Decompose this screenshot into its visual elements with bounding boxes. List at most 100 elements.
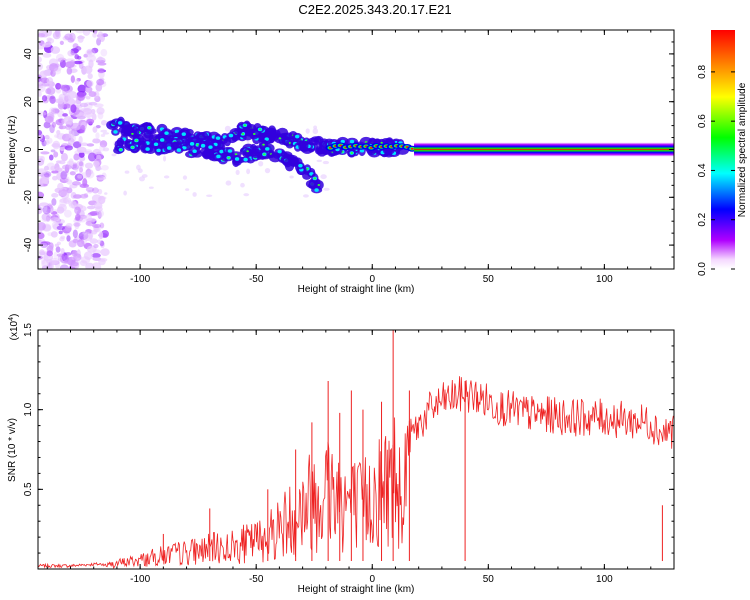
noise-blob: [97, 209, 105, 218]
noise-blob: [50, 69, 56, 77]
lower-branch-blob: [196, 143, 199, 146]
noise-blob: [56, 241, 61, 246]
noise-blob: [78, 151, 85, 158]
noise-blob: [86, 50, 93, 56]
noise-blob: [38, 91, 42, 97]
noise-blob: [41, 43, 52, 48]
noise-blob: [39, 249, 45, 256]
noise-blob: [111, 153, 117, 157]
noise-blob: [60, 248, 65, 255]
noise-blob: [61, 164, 72, 170]
snr-y-label: SNR (10 * v/v): [7, 418, 18, 482]
noise-blob: [77, 174, 83, 179]
lower-branch-blob: [145, 147, 150, 151]
noise-blob: [313, 125, 318, 130]
snr-multiplier-exponent: 4: [8, 317, 15, 321]
noise-blob: [89, 210, 100, 216]
noise-blob: [64, 95, 69, 103]
noise-blob: [258, 160, 264, 167]
noise-blob: [68, 127, 73, 135]
noise-blob: [100, 241, 105, 249]
noise-blob: [93, 243, 99, 249]
noise-blob: [82, 178, 88, 187]
lower-branch-blob: [119, 148, 123, 151]
noise-blob: [66, 235, 71, 242]
noise-blob: [47, 137, 53, 144]
noise-blob: [96, 167, 103, 171]
noise-blob: [83, 232, 93, 241]
noise-blob: [50, 149, 56, 153]
noise-blob: [50, 107, 60, 115]
upper-branch-blob: [117, 121, 123, 125]
noise-blob: [97, 56, 103, 61]
noise-blob: [185, 188, 190, 191]
noise-blob: [72, 229, 78, 239]
noise-blob: [38, 74, 43, 83]
upper-branch-blob: [252, 133, 256, 136]
noise-blob: [62, 35, 70, 41]
lower-branch-blob: [251, 145, 259, 155]
upper-branch-blob: [113, 130, 118, 134]
lower-branch-blob: [313, 177, 317, 180]
noise-blob: [38, 85, 44, 89]
noise-blob: [38, 242, 48, 247]
noise-blob: [90, 108, 96, 115]
snr-x-axis: -100 -50 0 50 100: [46, 330, 675, 585]
noise-blob: [62, 113, 68, 117]
noise-blob: [72, 194, 82, 199]
noise-blob: [89, 238, 98, 244]
noise-blob: [39, 241, 49, 248]
lower-branch-blob: [200, 143, 206, 148]
lower-branch-blob: [306, 167, 309, 170]
noise-blob: [73, 222, 81, 227]
noise-blob: [100, 133, 106, 138]
upper-branch-blob: [215, 136, 221, 140]
lower-branch-blob: [176, 148, 182, 152]
x-tick-label: -100: [130, 274, 150, 285]
carrier-line: [414, 142, 674, 157]
noise-blob: [99, 222, 105, 229]
noise-blob: [72, 238, 79, 244]
lower-branch-blob: [189, 142, 195, 146]
x-tick-label: 100: [596, 274, 613, 285]
snr-panel: -100 -50 0 50 100 0.5 1.0 1.5 Height of straig…: [7, 314, 675, 595]
noise-blob: [67, 90, 78, 99]
snr-y-axis: 0.5 1.0 1.5: [23, 323, 674, 554]
spectrogram-features: [38, 30, 674, 269]
upper-branch-blob: [298, 140, 309, 152]
noise-blob: [38, 221, 46, 231]
noise-blob: [43, 121, 51, 129]
x-tick-label: 50: [483, 574, 495, 585]
noise-blob: [52, 175, 58, 181]
upper-branch-blob: [181, 132, 186, 136]
noise-blob: [84, 86, 93, 93]
noise-blob: [46, 81, 53, 90]
y-tick-label: 1.5: [23, 323, 34, 337]
noise-blob: [55, 246, 61, 253]
noise-blob: [44, 115, 54, 124]
noise-blob: [139, 176, 145, 182]
lower-branch-blob: [246, 150, 249, 153]
noise-blob: [83, 251, 93, 260]
noise-blob: [48, 154, 54, 161]
noise-blob: [88, 91, 97, 98]
upper-branch-blob: [349, 139, 355, 144]
noise-blob: [316, 159, 323, 163]
noise-blob: [86, 49, 92, 54]
noise-blob: [48, 58, 58, 67]
noise-blob: [104, 192, 108, 195]
noise-blob: [51, 121, 57, 128]
noise-blob: [91, 262, 102, 269]
noise-blob: [303, 194, 309, 198]
lower-branch-blob: [289, 156, 299, 168]
noise-blob: [73, 60, 83, 65]
noise-blob: [69, 171, 76, 176]
noise-blob: [66, 187, 73, 194]
lower-branch-blob: [227, 156, 230, 159]
upper-branch-blob: [350, 152, 354, 155]
noise-blob: [72, 125, 82, 130]
noise-blob: [51, 170, 59, 174]
upper-branch-blob: [148, 126, 151, 129]
noise-blob: [65, 124, 71, 130]
upper-branch-blob: [310, 136, 322, 143]
